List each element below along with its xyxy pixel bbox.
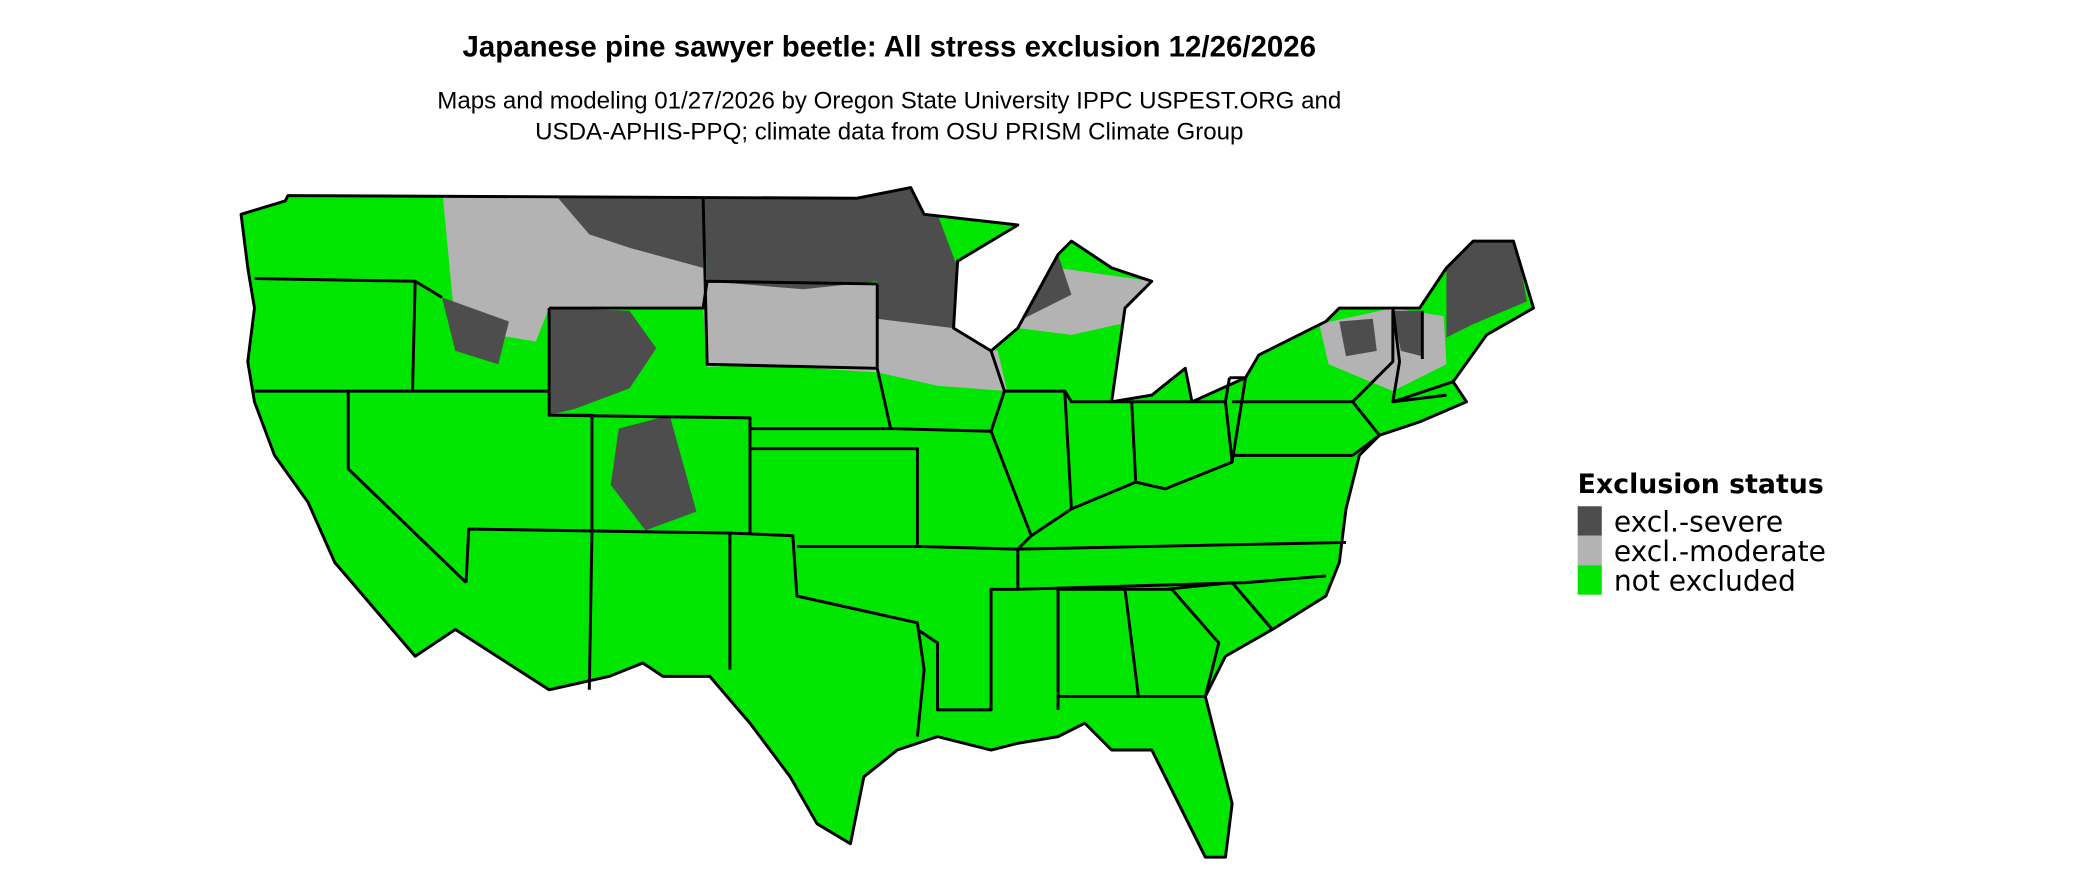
severe-exclusion-area xyxy=(549,308,657,416)
severe-exclusion-area xyxy=(549,187,704,268)
map-subtitle-line-1: Maps and modeling 01/27/2026 by Oregon S… xyxy=(437,88,1341,115)
legend-swatch-moderate xyxy=(1577,535,1602,566)
legend-label-severe: excl.-severe xyxy=(1614,506,1783,539)
legend-swatch-severe xyxy=(1577,506,1602,536)
severe-exclusion-area xyxy=(1339,318,1377,357)
legend: Exclusion status excl.-severe excl.-mode… xyxy=(1577,469,1826,598)
map-subtitle-line-2: USDA-APHIS-PPQ; climate data from OSU PR… xyxy=(535,118,1243,145)
legend-label-not-excluded: not excluded xyxy=(1614,565,1796,598)
severe-exclusion-area xyxy=(1392,310,1423,357)
severe-exclusion-area xyxy=(441,297,509,365)
severe-exclusion-area xyxy=(703,187,958,329)
severe-exclusion-area xyxy=(610,415,697,531)
severe-exclusion-area xyxy=(1446,238,1527,338)
legend-swatch-not-excluded xyxy=(1577,565,1602,595)
state-borders xyxy=(239,186,1535,859)
legend-label-moderate: excl.-moderate xyxy=(1614,535,1826,568)
legend-title: Exclusion status xyxy=(1578,469,1824,500)
map-title: Japanese pine sawyer beetle: All stress … xyxy=(463,30,1317,63)
us-map xyxy=(239,186,1535,859)
moderate-exclusion-area xyxy=(441,187,1008,392)
